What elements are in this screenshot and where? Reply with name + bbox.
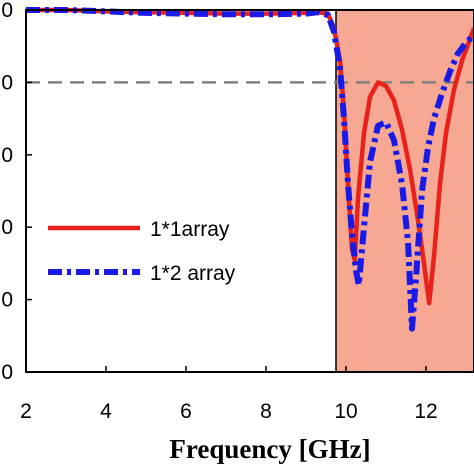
y-tick-label: 0 [1, 144, 13, 167]
y-tick-label: 0 [1, 71, 13, 94]
y-tick-label: 0 [1, 0, 13, 22]
y-tick-label: 0 [1, 361, 13, 384]
x-tick-label: 10 [334, 400, 357, 423]
y-tick-label: 0 [1, 289, 13, 312]
x-tick-label: 8 [260, 400, 272, 423]
x-tick-label: 12 [414, 400, 437, 423]
y-tick-label: 0 [1, 216, 13, 239]
plot-frame [25, 9, 474, 373]
x-tick-label: 4 [100, 400, 112, 423]
x-tick-label: 6 [180, 400, 192, 423]
legend-label-2: 1*2 array [150, 262, 236, 285]
x-axis-label: Frequency [GHz] [169, 434, 370, 464]
legend-label-1: 1*1array [150, 218, 230, 241]
series-line-2 [26, 7, 474, 332]
x-tick-label: 2 [20, 400, 32, 423]
series-line-1 [26, 7, 474, 306]
